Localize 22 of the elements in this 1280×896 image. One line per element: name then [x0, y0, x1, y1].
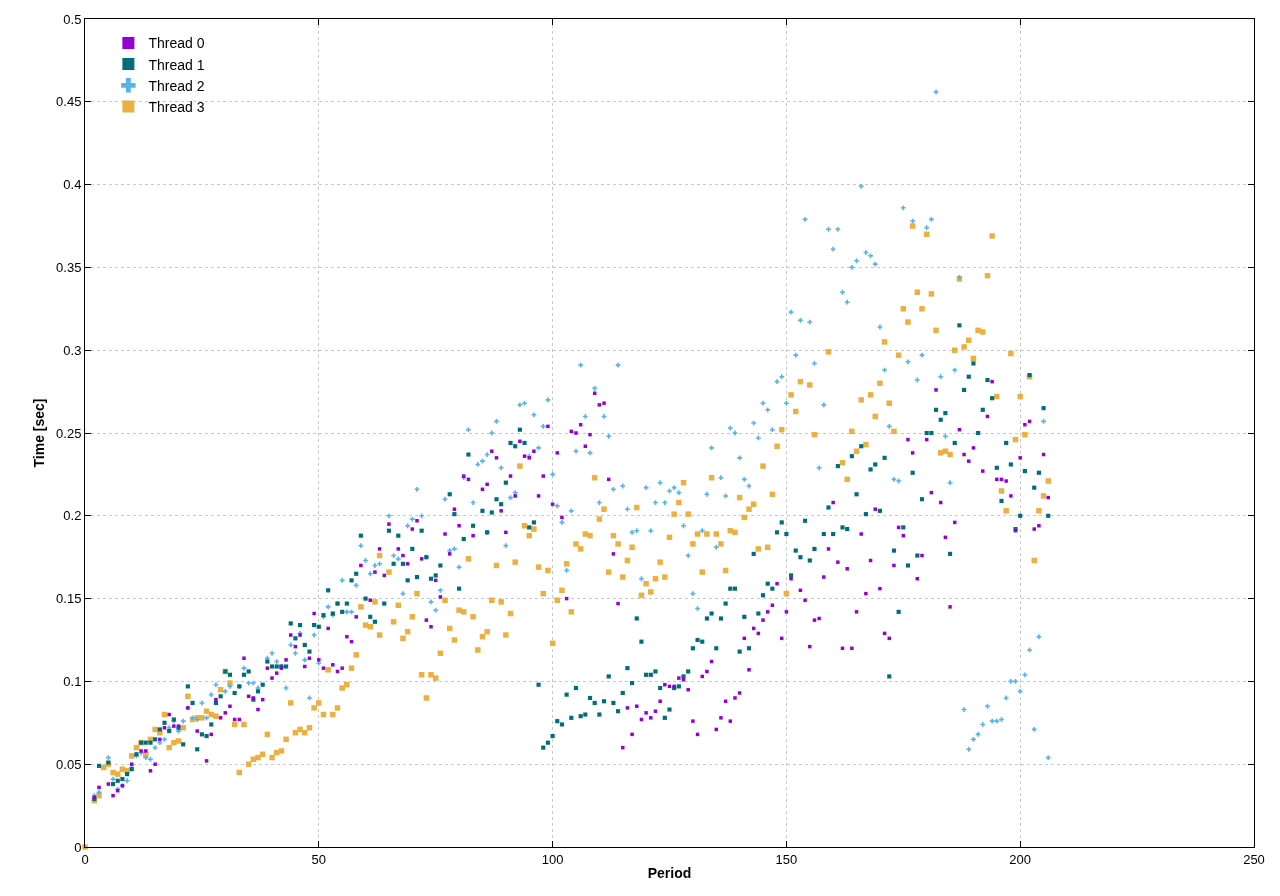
x-tick-label: 150 — [775, 851, 798, 867]
y-tick-label: 0.5 — [63, 11, 82, 27]
y-tick-label: 0.15 — [56, 591, 82, 607]
y-axis-title: Time [sec] — [30, 398, 47, 468]
legend-label: Thread 3 — [148, 98, 205, 115]
x-tick-label: 250 — [1243, 851, 1265, 867]
y-tick-label: 0.05 — [56, 756, 82, 772]
x-tick-label: 50 — [311, 851, 327, 867]
legend-label: Thread 1 — [148, 56, 205, 73]
y-tick-label: 0.35 — [56, 259, 82, 275]
y-tick-label: 0 — [74, 839, 82, 855]
y-tick-label: 0.25 — [56, 425, 82, 441]
x-axis-title: Period — [647, 864, 692, 881]
x-tick-label: 200 — [1009, 851, 1032, 867]
y-tick-label: 0.3 — [63, 342, 82, 358]
legend-label: Thread 0 — [148, 35, 205, 52]
legend-label: Thread 2 — [148, 77, 205, 94]
y-tick-label: 0.1 — [63, 673, 82, 689]
y-tick-label: 0.4 — [63, 177, 82, 193]
y-tick-label: 0.45 — [56, 94, 82, 110]
x-tick-label: 100 — [541, 851, 564, 867]
y-tick-label: 0.2 — [63, 508, 82, 524]
